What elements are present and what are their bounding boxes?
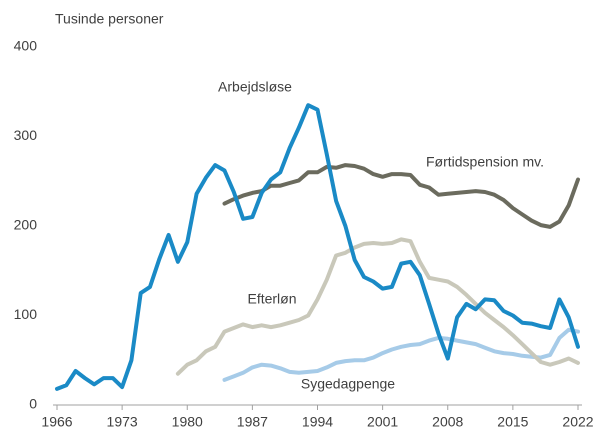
series-label: Sygedagpenge	[301, 376, 395, 392]
y-tick-label: 400	[14, 38, 38, 54]
series-line	[175, 237, 580, 376]
y-tick-label: 100	[14, 306, 38, 322]
x-tick-label: 2015	[497, 414, 528, 430]
series-label: Efterløn	[247, 291, 296, 307]
x-tick-label: 1994	[302, 414, 333, 430]
x-tick-label: 2001	[367, 414, 398, 430]
y-tick-label: 300	[14, 127, 38, 143]
series-line	[222, 163, 580, 229]
x-tick-label: 1987	[237, 414, 268, 430]
y-tick-label: 200	[14, 217, 38, 233]
x-tick-label: 1973	[107, 414, 138, 430]
y-axis-label: Tusinde personer	[55, 11, 164, 27]
y-tick-label: 0	[29, 396, 37, 412]
x-tick-label: 1966	[41, 414, 72, 430]
x-tick-label: 2008	[432, 414, 463, 430]
series-line	[222, 327, 580, 382]
series-label: Arbejdsløse	[218, 79, 292, 95]
x-tick-label: 2022	[562, 414, 593, 430]
series-label: Førtidspension mv.	[426, 154, 544, 170]
x-tick-label: 1980	[172, 414, 203, 430]
series-line	[55, 103, 580, 391]
